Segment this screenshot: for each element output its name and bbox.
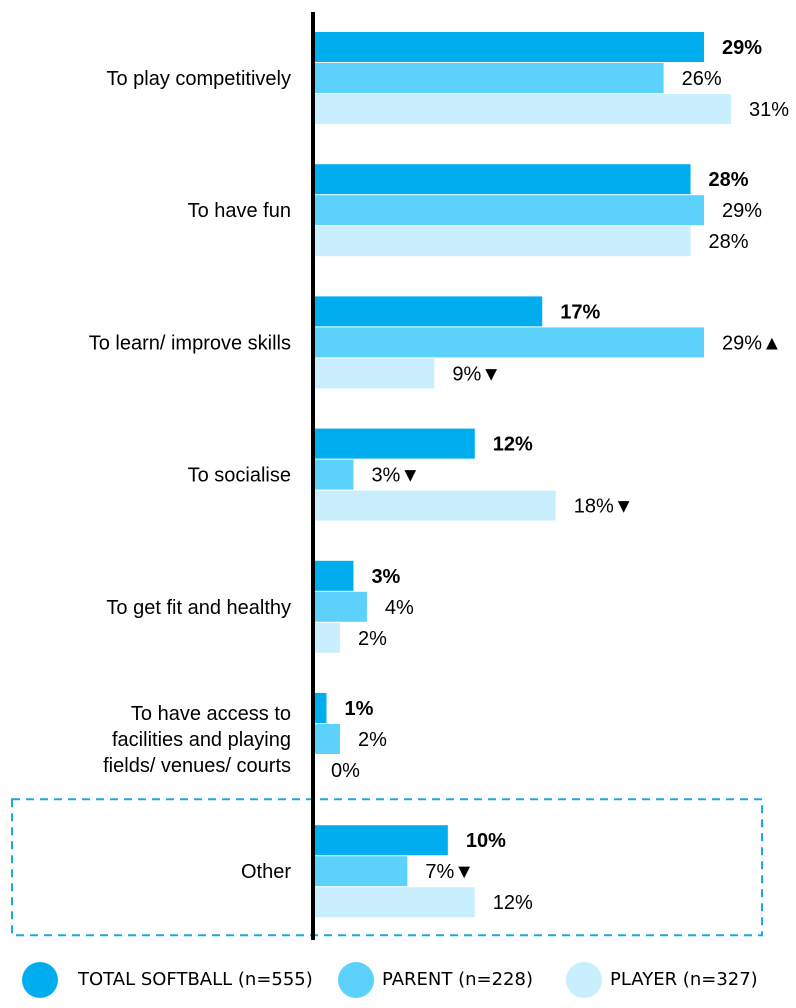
category-label-to-get-fit-and-healthy: To get fit and healthy [106,597,291,619]
bar-total-softball-1 [313,32,705,62]
bar-parent-2 [313,195,705,226]
data-label-parent-3: 29%▲ [722,332,782,354]
bar-total-softball-2 [313,164,691,195]
bar-total-softball-7 [313,825,448,856]
data-label-parent-7: 7%▼ [425,861,474,883]
data-label-player-2: 28% [709,231,749,253]
data-label-total-softball-7: 10% [466,830,506,852]
legend-label-parent: PARENT (n=228) [382,969,533,990]
bar-parent-1 [313,63,664,93]
bar-total-softball-3 [313,296,543,327]
category-label-to-have-fun: To have fun [188,200,291,222]
bar-total-softball-5 [313,560,354,591]
bar-player-7 [313,887,475,918]
legend-swatch-parent [338,962,374,998]
data-label-player-6: 0% [331,760,360,782]
category-label-to-have-access-to: To have access to facilities and playing f… [103,703,291,777]
data-label-player-5: 2% [358,628,387,650]
category-label-to-socialise: To socialise [188,465,291,487]
category-label-to-learn-improve-skills: To learn/ improve skills [89,332,291,354]
data-label-player-3: 9%▼ [452,363,501,385]
bar-player-2 [313,226,691,257]
bar-parent-4 [313,459,354,490]
data-label-player-1: 31% [749,99,789,121]
data-label-total-softball-6: 1% [344,698,373,720]
bar-player-1 [313,94,731,124]
data-label-player-7: 12% [493,892,533,914]
bar-total-softball-6 [313,693,327,723]
legend: TOTAL SOFTBALL (n=555) PARENT (n=228) PL… [0,958,796,1008]
category-label-to-play-competitively: To play competitively [106,68,291,90]
legend-label-total-softball: TOTAL SOFTBALL (n=555) [78,969,313,990]
data-label-parent-1: 26% [682,68,722,90]
data-label-total-softball-1: 29% [722,37,762,59]
data-label-parent-2: 29% [722,200,762,222]
bar-player-3 [313,358,435,389]
bar-player-4 [313,490,556,521]
bar-parent-3 [313,327,705,358]
bar-player-5 [313,622,340,653]
data-label-total-softball-4: 12% [493,434,533,456]
legend-label-player: PLAYER (n=327) [610,969,758,990]
data-label-parent-4: 3%▼ [371,465,420,487]
highlight-box [11,798,763,937]
bar-parent-6 [313,724,340,754]
data-label-parent-6: 2% [358,729,387,751]
bar-total-softball-4 [313,428,475,459]
category-label-other: Other [241,861,291,883]
data-label-parent-5: 4% [385,597,414,619]
data-label-total-softball-5: 3% [371,566,400,588]
bar-parent-5 [313,591,367,622]
data-label-total-softball-3: 17% [560,301,600,323]
data-label-total-softball-2: 28% [709,169,749,191]
legend-swatch-player [566,962,602,998]
data-label-player-4: 18%▼ [574,496,634,518]
bar-parent-7 [313,856,408,887]
legend-swatch-total-softball [22,962,58,998]
